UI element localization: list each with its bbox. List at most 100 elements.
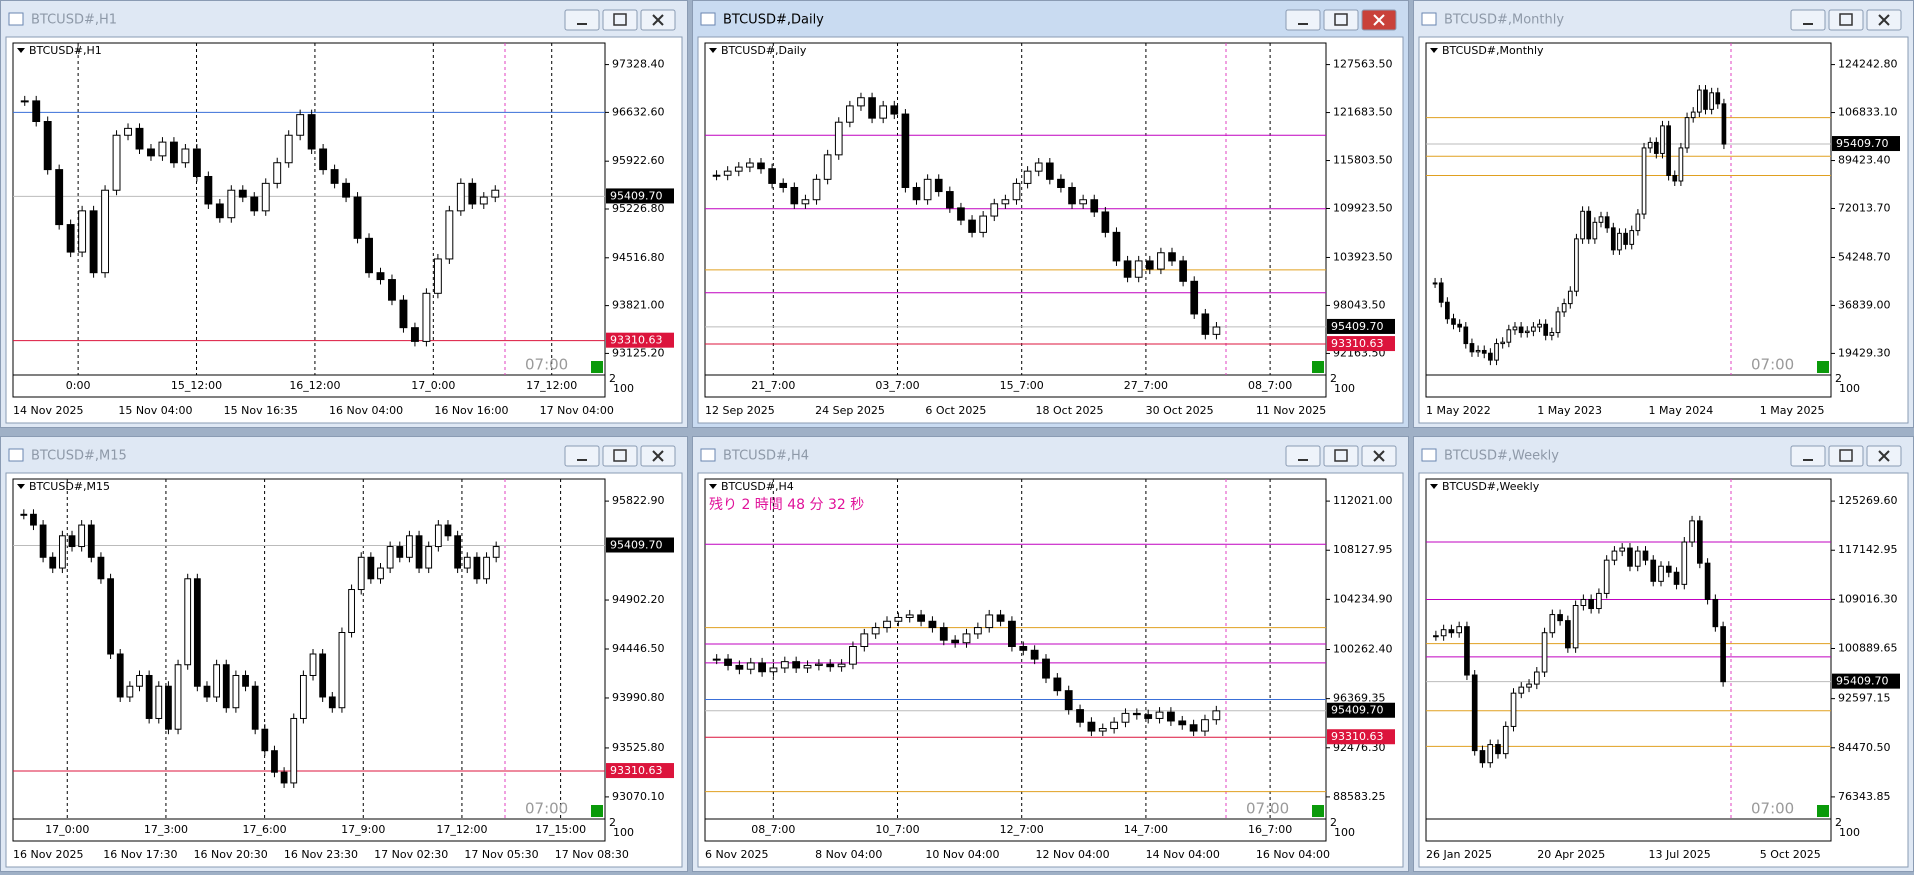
candle: [1611, 550, 1618, 561]
autoscroll-box: [591, 805, 603, 817]
chart-window[interactable]: BTCUSD#,Monthly BTCUSD#,Monthly 124242.80 1…: [1413, 0, 1914, 428]
candle: [299, 674, 307, 719]
indicator-tick: 2: [1835, 372, 1842, 385]
indicator-strip: [1425, 818, 1832, 842]
candle: [30, 513, 37, 526]
window-canvas: BTCUSD#,Monthly BTCUSD#,Monthly 124242.80 1…: [1418, 9, 1909, 424]
candle: [1565, 620, 1571, 649]
level-tag-text: 93310.63: [610, 764, 663, 777]
minimize-button[interactable]: [1285, 445, 1321, 467]
x-date-label: 14 Nov 04:00: [1146, 848, 1220, 861]
candle: [1531, 326, 1536, 332]
candle: [780, 661, 789, 669]
minimize-button[interactable]: [1790, 9, 1826, 31]
candle: [184, 578, 192, 666]
y-tick-label: 127563.50: [1333, 58, 1393, 71]
candle: [232, 674, 240, 709]
candle: [284, 134, 293, 164]
candle: [192, 148, 201, 177]
minimize-button[interactable]: [1285, 9, 1321, 31]
candle: [1549, 332, 1555, 336]
minimize-button[interactable]: [1790, 445, 1826, 467]
y-tick-label: 76343.85: [1838, 790, 1891, 803]
price-tag-text: 95409.70: [1331, 320, 1384, 333]
candle: [222, 664, 230, 709]
x-date-label: 12 Nov 04:00: [1036, 848, 1110, 861]
candle: [251, 685, 259, 730]
candle: [1598, 216, 1604, 223]
chart-window[interactable]: BTCUSD#,H4 BTCUSD#,H4 残り 2 時間 48 分 32 秒 08_…: [692, 436, 1409, 872]
candle: [712, 658, 721, 661]
maximize-button[interactable]: [1828, 9, 1864, 31]
chart-window[interactable]: BTCUSD#,H1 BTCUSD#,H1 0:00 15_12:00 16_12:00…: [0, 0, 688, 428]
candle: [1057, 178, 1065, 188]
candle: [1042, 658, 1050, 679]
maximize-button[interactable]: [1323, 9, 1359, 31]
close-icon: [1878, 14, 1890, 26]
y-tick-label: 124242.80: [1838, 58, 1898, 71]
candle: [290, 717, 298, 784]
candle: [803, 664, 812, 669]
chart-background: [697, 36, 1404, 424]
candle: [1721, 103, 1727, 145]
sub-time-label: 03_7:00: [875, 379, 919, 392]
candle: [1494, 343, 1499, 361]
candle: [158, 141, 167, 157]
candle: [879, 105, 888, 119]
candle: [968, 219, 976, 233]
candle: [1179, 260, 1187, 282]
candle: [89, 210, 98, 274]
maximize-button[interactable]: [1323, 445, 1359, 467]
maximize-button[interactable]: [602, 9, 638, 31]
candle: [227, 189, 236, 219]
candle: [1580, 210, 1585, 240]
candle: [145, 674, 153, 719]
y-tick-label: 94516.80: [612, 251, 665, 264]
time-marker: 07:00: [1246, 800, 1289, 818]
chart-window[interactable]: BTCUSD#,Daily BTCUSD#,Daily 21_7:00 03_7:00…: [692, 0, 1409, 428]
x-date-label: 16 Nov 04:00: [1256, 848, 1330, 861]
candle: [1440, 629, 1447, 637]
candle: [1201, 313, 1210, 335]
chart-window[interactable]: BTCUSD#,Weekly BTCUSD#,Weekly 125269.60 117…: [1413, 436, 1914, 872]
time-marker: 07:00: [525, 356, 568, 374]
candle: [353, 196, 362, 239]
candle: [39, 524, 47, 558]
maximize-icon: [1334, 13, 1348, 26]
candle: [1471, 674, 1478, 752]
candle: [757, 162, 765, 170]
candle: [979, 215, 987, 233]
candle: [801, 199, 810, 205]
candle: [309, 653, 317, 676]
candle: [1090, 199, 1099, 213]
x-date-label: 11 Nov 2025: [1256, 404, 1326, 417]
candle: [261, 182, 270, 212]
y-tick-label: 92597.15: [1838, 692, 1891, 705]
candle: [1510, 692, 1517, 727]
candle: [388, 279, 396, 301]
chart-window[interactable]: BTCUSD#,M15 BTCUSD#,M15 17_0:00 17_3:00 17_6…: [0, 436, 688, 872]
candle: [1506, 329, 1512, 343]
maximize-button[interactable]: [1828, 445, 1864, 467]
candle: [445, 210, 454, 260]
candle: [319, 148, 328, 171]
sub-time-label: 10_7:00: [875, 823, 919, 836]
window-title: BTCUSD#,Monthly: [1444, 13, 1564, 28]
price-tag: [606, 537, 674, 553]
sub-time-label: 17_6:00: [242, 823, 286, 836]
y-tick-label: 103923.50: [1333, 250, 1393, 263]
candle: [1190, 280, 1199, 315]
autoscroll-box: [1312, 805, 1324, 817]
candle: [1617, 232, 1622, 251]
x-date-label: 12 Sep 2025: [705, 404, 775, 417]
sub-time-label: 16_7:00: [1248, 823, 1292, 836]
maximize-button[interactable]: [602, 445, 638, 467]
candle: [1132, 712, 1141, 716]
minimize-button[interactable]: [564, 9, 600, 31]
candle: [169, 141, 178, 164]
price-tag: [1832, 673, 1900, 689]
level-tag: [1327, 729, 1395, 745]
minimize-button[interactable]: [564, 445, 600, 467]
sub-time-label: 14_7:00: [1124, 823, 1168, 836]
indicator-tick: 100: [613, 826, 634, 839]
